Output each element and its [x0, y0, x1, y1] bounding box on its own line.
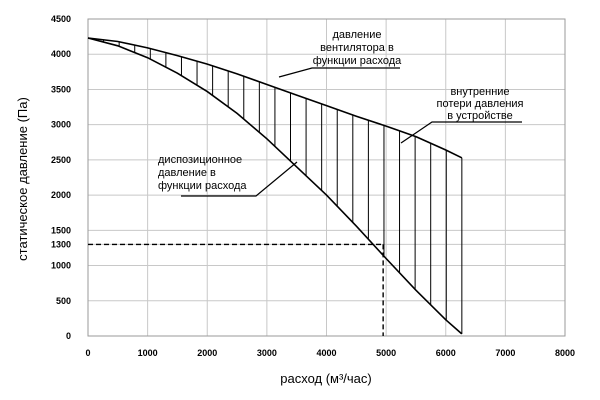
annotation-fan-pressure-line: давление	[332, 29, 381, 41]
hatch-layer	[103, 39, 463, 334]
x-axis-title: расход (м³/час)	[280, 371, 372, 386]
annotation-available-pressure-line: функции расхода	[158, 180, 247, 192]
available-pressure-curve	[87, 37, 463, 335]
x-tick-label: 2000	[197, 348, 217, 358]
grid-layer	[87, 18, 566, 337]
y-tick-label: 1500	[51, 225, 71, 235]
reference-layer	[88, 243, 384, 336]
x-tick-label: 5000	[376, 348, 396, 358]
annotation-available-pressure-line: давление в	[158, 167, 216, 179]
x-tick-label: 8000	[555, 348, 575, 358]
fan-pressure-curve	[87, 37, 463, 159]
x-tick-label: 4000	[316, 348, 336, 358]
y-tick-label: 0	[66, 331, 71, 341]
y-tick-label: 3000	[51, 120, 71, 130]
x-tick-label: 0	[85, 348, 90, 358]
series-layer	[87, 37, 463, 335]
annotation-internal-losses-line: потери давления	[436, 98, 523, 110]
y-tick-label: 4500	[51, 14, 71, 24]
y-tick-label: 2000	[51, 190, 71, 200]
plot-frame	[87, 18, 566, 337]
tick-label-layer: 0 500 1000 1300 1500 2000 2500 3000 3500 4000 4500…	[51, 14, 575, 358]
annotation-fan-pressure-line: вентилятора в	[320, 42, 394, 54]
annotation-available-pressure-line: диспозиционное	[158, 154, 242, 166]
y-tick-label: 3500	[51, 84, 71, 94]
annotation-internal-losses-leader	[400, 121, 522, 144]
x-tick-label: 3000	[257, 348, 277, 358]
y-tick-label: 4000	[51, 49, 71, 59]
y-tick-label: 500	[56, 296, 71, 306]
x-tick-label: 6000	[436, 348, 456, 358]
annotation-fan-pressure-leader	[278, 67, 400, 78]
x-tick-label: 1000	[138, 348, 158, 358]
y-tick-label: 1000	[51, 261, 71, 271]
annotation-fan-pressure-line: функции расхода	[313, 55, 402, 67]
annotation-internal-losses-line: внутренние	[450, 86, 509, 98]
y-axis-title: статическое давление (Па)	[15, 97, 30, 261]
annotation-internal-losses-line: в устройстве	[447, 110, 513, 122]
annotation-available-pressure-leader	[181, 161, 298, 197]
y-tick-label: 1300	[51, 239, 71, 249]
x-tick-label: 7000	[495, 348, 515, 358]
y-tick-label: 2500	[51, 155, 71, 165]
